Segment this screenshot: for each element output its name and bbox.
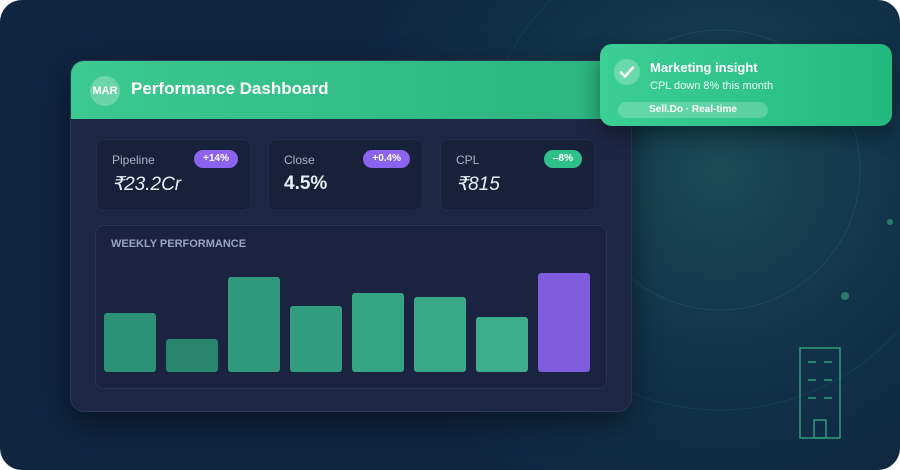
header-title: Performance Dashboard — [131, 79, 329, 98]
insight-title: Marketing insight — [650, 60, 758, 75]
kpi-value: 4.5% — [284, 173, 328, 194]
kpi-value: ₹815 — [456, 174, 500, 195]
bar-chart — [104, 273, 590, 372]
kpi-delta: +0.4% — [363, 150, 410, 168]
kpi-value: ₹23.2Cr — [112, 174, 182, 195]
bar — [414, 297, 466, 372]
dashboard-card: MAR Performance Dashboard Pipeline ₹23.2… — [70, 60, 632, 412]
check-icon — [614, 59, 640, 85]
header: MAR Performance Dashboard — [71, 61, 631, 119]
kpi-label: Close — [284, 153, 315, 167]
bar — [290, 306, 342, 372]
insight-tag: Sell.Do · Real-time — [618, 102, 768, 118]
kpi-delta: +14% — [194, 150, 238, 168]
kpi-delta: –8% — [543, 150, 582, 168]
bar — [228, 277, 280, 372]
bar — [538, 273, 590, 372]
insight-text: CPL down 8% this month — [650, 80, 774, 92]
insight-card: Marketing insight CPL down 8% this month… — [600, 44, 892, 126]
kpi-card: CPL ₹815 –8% — [440, 139, 595, 211]
chart-panel: WEEKLY PERFORMANCE — [95, 225, 607, 389]
bar — [352, 293, 404, 372]
kpi-card: Pipeline ₹23.2Cr +14% — [96, 139, 251, 211]
bar — [476, 317, 528, 372]
avatar-badge: MAR — [90, 76, 120, 106]
kpi-card: Close 4.5% +0.4% — [268, 139, 423, 211]
chart-title: WEEKLY PERFORMANCE — [111, 238, 247, 250]
kpi-label: CPL — [456, 153, 480, 167]
bar — [104, 313, 156, 372]
kpi-label: Pipeline — [112, 153, 155, 167]
bar — [166, 339, 218, 372]
